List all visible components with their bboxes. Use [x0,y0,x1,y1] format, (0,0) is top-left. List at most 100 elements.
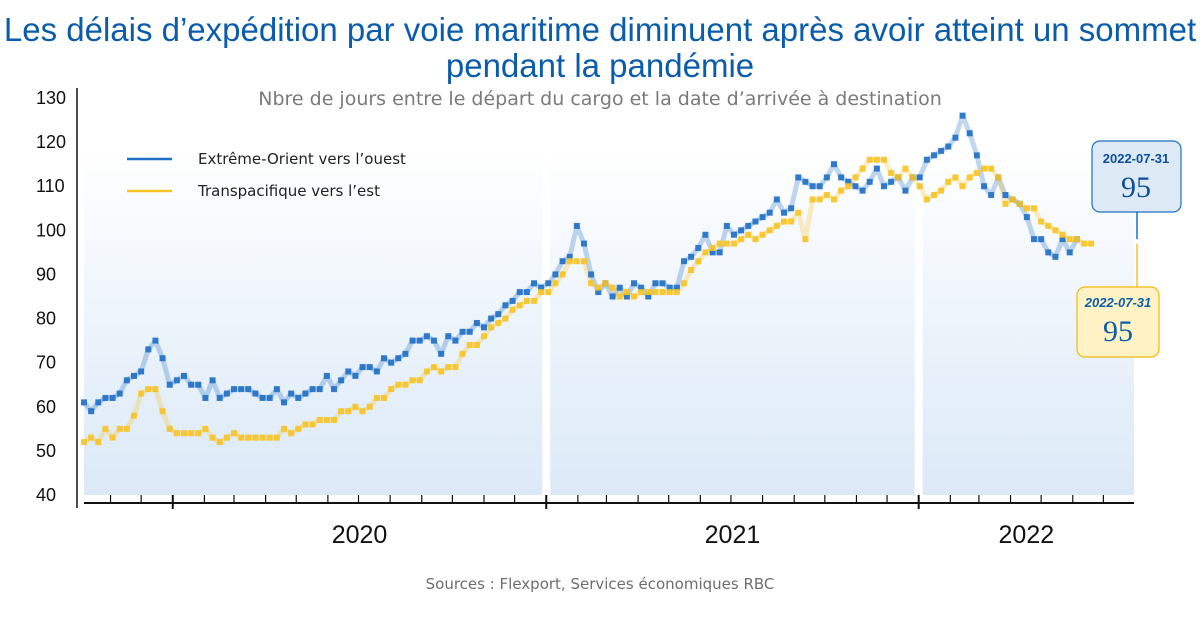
legend-label-1: Transpacifique vers l’est [197,182,380,200]
data-point [631,280,637,287]
data-point [331,386,337,393]
data-point [109,434,116,441]
data-point [231,386,237,393]
data-point [973,152,980,159]
data-point [1031,205,1037,212]
data-point [888,169,895,176]
data-point [581,240,587,247]
data-point [923,196,930,203]
data-point [1059,236,1066,243]
data-point [1045,222,1052,229]
year-band-2021 [550,148,915,495]
data-point [431,337,437,344]
data-point [1009,196,1016,203]
data-point [1052,253,1059,260]
data-point [731,231,737,238]
data-point [673,289,680,296]
x-year-label: 2020 [332,521,388,549]
data-point [395,355,402,362]
y-tick-label: 70 [36,353,56,373]
data-point [795,174,802,181]
data-point [173,377,180,384]
data-point [95,399,102,406]
data-point [252,434,259,441]
data-point [638,284,645,291]
data-point [509,306,516,313]
data-point [395,381,402,388]
data-point [445,333,452,340]
data-point [188,381,195,388]
data-point [723,222,730,229]
data-point [273,434,280,441]
data-point [366,364,373,371]
data-point [409,377,416,384]
data-point [381,394,387,401]
legend: Extrême-Orient vers l’ouest Transpacifiqu… [127,150,406,200]
chart-subtitle: Nbre de jours entre le départ du cargo e… [258,88,942,110]
data-point [423,368,430,375]
data-point [638,289,645,296]
data-point [666,284,673,291]
data-point [566,253,573,260]
data-point [623,293,630,300]
data-point [216,394,223,401]
data-point [859,187,866,194]
series-points [81,112,1095,446]
data-point [616,293,623,300]
data-point [1052,227,1059,234]
data-point [152,337,159,344]
source-note: Sources : Flexport, Services économiques… [425,575,775,593]
data-point [559,258,566,265]
data-point [252,390,259,397]
y-tick-label: 130 [36,88,66,108]
data-point [709,249,716,256]
y-tick-label: 120 [36,132,66,152]
y-axis: 40 50 60 70 80 90 100 110 120 130 [36,88,78,508]
data-point [388,386,395,393]
data-point [373,394,380,401]
data-point [695,244,702,251]
data-point [959,112,966,119]
data-point [831,161,837,168]
callout-value-east: 95 [1103,315,1133,348]
data-point [1073,236,1080,243]
data-point [223,390,230,397]
data-point [938,147,945,154]
data-point [695,258,702,265]
data-point [716,240,723,247]
data-point [881,156,887,163]
data-point [631,293,637,300]
data-point [866,156,873,163]
data-point [845,178,852,185]
data-point [145,386,152,393]
data-point [352,403,359,410]
data-point [466,342,473,349]
data-point [952,174,959,181]
data-point [238,386,245,393]
data-point [1081,240,1087,247]
data-point [802,178,809,185]
data-point [681,258,687,265]
data-point [88,408,95,415]
data-point [159,355,166,362]
data-point [652,280,659,287]
data-point [616,284,623,291]
data-point [423,333,430,340]
data-point [416,337,423,344]
data-point [823,192,830,199]
data-point [938,187,945,194]
data-point [138,390,145,397]
data-point [81,439,87,446]
data-point [609,293,616,300]
data-point [838,187,845,194]
data-point [102,394,109,401]
data-point [552,280,559,287]
data-point [916,174,923,181]
data-point [481,333,487,340]
data-point [773,196,780,203]
data-point [538,289,545,296]
data-point [859,165,866,172]
data-point [316,417,323,424]
data-point [852,174,859,181]
data-point [681,280,687,287]
